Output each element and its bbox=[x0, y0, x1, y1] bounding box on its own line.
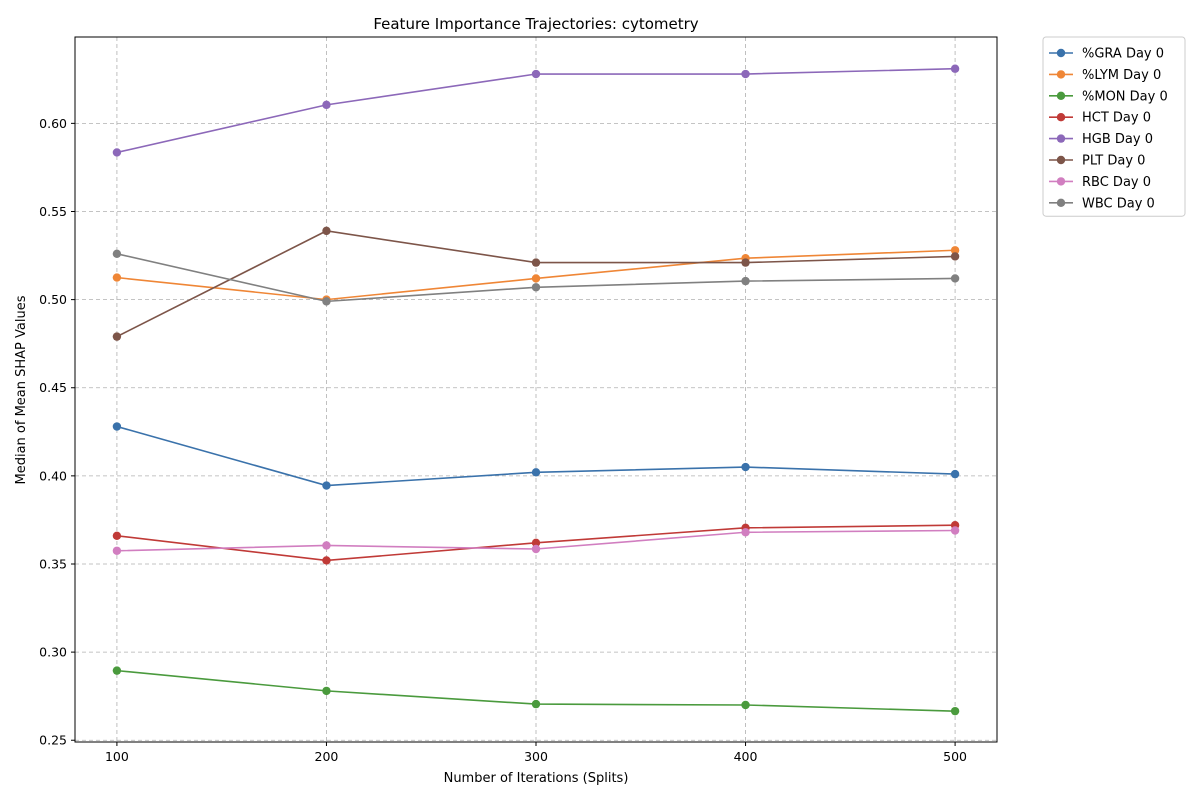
legend-label: PLT Day 0 bbox=[1082, 154, 1145, 169]
legend-item: PLT Day 0 bbox=[1049, 154, 1145, 169]
y-tick-label: 0.50 bbox=[39, 292, 67, 307]
data-point bbox=[950, 64, 960, 73]
series-0 bbox=[112, 422, 960, 490]
legend-item: WBC Day 0 bbox=[1049, 196, 1155, 211]
data-point bbox=[741, 258, 750, 267]
legend-marker bbox=[1056, 70, 1066, 79]
data-point bbox=[741, 276, 750, 286]
legend-label: %GRA Day 0 bbox=[1082, 47, 1164, 62]
legend-label: HCT Day 0 bbox=[1082, 111, 1151, 126]
y-tick-label: 0.55 bbox=[39, 204, 67, 219]
legend-marker bbox=[1056, 134, 1066, 143]
chart-title: Feature Importance Trajectories: cytomet… bbox=[373, 15, 698, 33]
data-point bbox=[531, 468, 541, 477]
legend-marker bbox=[1056, 113, 1066, 122]
legend-box bbox=[1042, 36, 1186, 217]
data-point bbox=[112, 546, 122, 555]
legend-label: HGB Day 0 bbox=[1082, 132, 1153, 147]
legend-marker bbox=[1056, 177, 1066, 186]
legend-item: %MON Day 0 bbox=[1049, 89, 1168, 104]
y-tick-label: 0.60 bbox=[39, 116, 67, 131]
data-point bbox=[112, 249, 122, 258]
data-point bbox=[950, 274, 960, 283]
data-point bbox=[950, 526, 960, 535]
x-tick-label: 400 bbox=[734, 749, 758, 764]
data-point bbox=[322, 541, 331, 550]
data-point bbox=[112, 273, 122, 282]
x-tick-label: 300 bbox=[524, 749, 548, 764]
legend-marker bbox=[1056, 155, 1066, 165]
legend-item: HCT Day 0 bbox=[1049, 111, 1151, 126]
legend-item: RBC Day 0 bbox=[1049, 175, 1151, 190]
data-point bbox=[531, 258, 541, 267]
legend-label: %MON Day 0 bbox=[1082, 89, 1168, 104]
series-lines bbox=[112, 64, 960, 716]
data-point bbox=[112, 148, 122, 157]
y-tick-label: 0.30 bbox=[39, 645, 67, 660]
legend-marker bbox=[1056, 198, 1066, 207]
data-point bbox=[950, 706, 960, 716]
legend-marker bbox=[1056, 91, 1066, 101]
grid-lines bbox=[75, 37, 997, 742]
legend: %GRA Day 0 %LYM Day 0 %MON Day 0 HCT Day 0 H… bbox=[1042, 36, 1186, 217]
data-point bbox=[531, 538, 541, 548]
data-point bbox=[322, 297, 331, 306]
data-point bbox=[741, 462, 750, 472]
legend-item: HGB Day 0 bbox=[1049, 132, 1153, 147]
data-point bbox=[322, 686, 331, 696]
data-point bbox=[950, 246, 960, 255]
data-point bbox=[531, 699, 541, 709]
y-tick-label: 0.45 bbox=[39, 380, 67, 395]
series-4 bbox=[112, 64, 960, 157]
data-point bbox=[322, 100, 331, 110]
data-point bbox=[531, 544, 541, 554]
x-axis-title: Number of Iterations (Splits) bbox=[444, 771, 629, 786]
data-point bbox=[112, 531, 122, 540]
legend-item: %GRA Day 0 bbox=[1049, 47, 1164, 62]
data-point bbox=[112, 666, 122, 675]
data-point bbox=[322, 481, 331, 490]
data-point bbox=[531, 69, 541, 79]
x-tick-label: 500 bbox=[943, 749, 967, 764]
data-point bbox=[741, 69, 750, 79]
y-axis-title: Median of Mean SHAP Values bbox=[14, 295, 29, 484]
data-point bbox=[531, 274, 541, 283]
data-point bbox=[322, 556, 331, 565]
data-point bbox=[950, 252, 960, 261]
series-6 bbox=[112, 526, 960, 555]
data-point bbox=[322, 226, 331, 236]
data-point bbox=[950, 469, 960, 479]
series-7 bbox=[112, 249, 960, 306]
series-2 bbox=[112, 666, 960, 716]
y-tick-label: 0.40 bbox=[39, 468, 67, 483]
legend-label: RBC Day 0 bbox=[1082, 175, 1151, 190]
y-tick-label: 0.35 bbox=[39, 556, 67, 571]
x-tick-label: 100 bbox=[105, 749, 129, 764]
x-tick-label: 200 bbox=[315, 749, 339, 764]
data-point bbox=[112, 422, 122, 431]
data-point bbox=[531, 283, 541, 292]
data-point bbox=[741, 528, 750, 537]
legend-item: %LYM Day 0 bbox=[1049, 68, 1161, 83]
y-tick-label: 0.25 bbox=[39, 733, 67, 748]
series-5 bbox=[112, 226, 960, 341]
axis-ticks: 100 200 300 400 500 0.25 0.30 0.35 0.40 0.45 0.50 0… bbox=[39, 116, 967, 764]
legend-label: WBC Day 0 bbox=[1082, 196, 1155, 211]
legend-label: %LYM Day 0 bbox=[1082, 68, 1161, 83]
data-point bbox=[112, 332, 122, 341]
legend-marker bbox=[1056, 48, 1066, 58]
data-point bbox=[741, 700, 750, 710]
